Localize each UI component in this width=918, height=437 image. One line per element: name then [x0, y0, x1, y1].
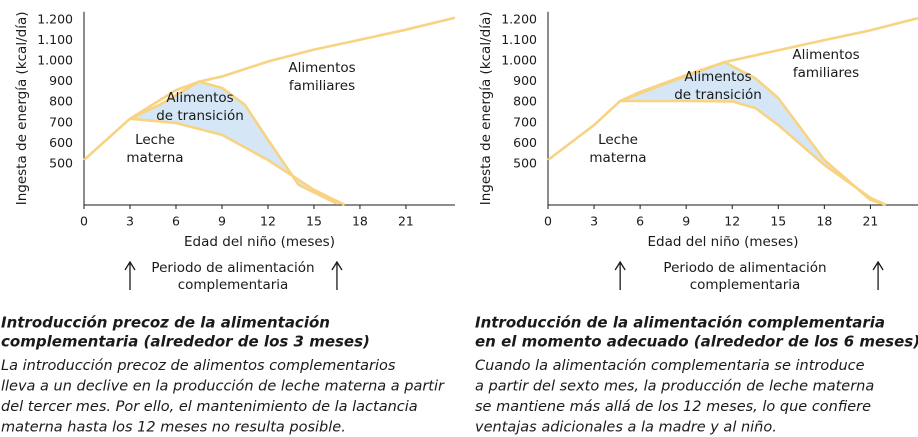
y-tick-label: 600: [513, 135, 537, 150]
region-label: familiares: [793, 65, 859, 81]
region-label: de transición: [674, 87, 762, 103]
x-axis-label: Edad del niño (meses): [648, 234, 799, 250]
y-tick-label: 500: [513, 155, 537, 170]
chart: 500 600 700 800 900 1.000 1.100 1.200 0 3 6 9 12 15 18…: [1, 12, 456, 436]
region-label: materna: [126, 150, 183, 166]
y-tick-label: 1.000: [501, 53, 537, 68]
period-label: Periodo de alimentación: [151, 260, 314, 276]
x-tick-label: 21: [862, 214, 878, 229]
caption-title: complementaria (alrededor de los 3 meses…: [1, 333, 370, 351]
caption-body: lleva a un declive en la producción de l…: [1, 379, 445, 395]
y-tick-label: 700: [513, 114, 537, 129]
y-tick-label: 800: [513, 94, 537, 109]
region-label: de transición: [156, 108, 244, 124]
region-label: familiares: [289, 78, 355, 94]
y-tick-label: 1.100: [37, 32, 73, 47]
y-tick-label: 900: [49, 73, 73, 88]
caption-body: se mantiene más allá de los 12 meses, lo…: [475, 399, 871, 415]
caption-title: Introducción precoz de la alimentación: [1, 314, 330, 332]
x-tick-label: 18: [352, 214, 368, 229]
x-tick-label: 3: [126, 214, 134, 229]
x-tick-label: 0: [544, 214, 552, 229]
period-label: Periodo de alimentación: [663, 260, 826, 276]
caption-title: en el momento adecuado (alrededor de los…: [475, 333, 918, 351]
period-arrow: [614, 260, 626, 290]
x-axis-label: Edad del niño (meses): [184, 234, 335, 250]
caption-body: materna hasta los 12 meses no resulta po…: [1, 420, 346, 436]
y-tick-label: 700: [49, 114, 73, 129]
region-label: Alimentos: [288, 60, 355, 76]
x-tick-label: 15: [306, 214, 322, 229]
caption-title: Introducción de la alimentación compleme…: [475, 314, 885, 332]
period-arrow: [872, 260, 884, 290]
chart: 500 600 700 800 900 1.000 1.100 1.200 0 3 6 9 12 15 18…: [475, 12, 918, 436]
y-axis-label: Ingesta de energía (kcal/día): [478, 12, 494, 206]
period-arrow: [331, 260, 343, 290]
x-tick-label: 0: [80, 214, 88, 229]
x-tick-label: 21: [398, 214, 414, 229]
y-axis-label: Ingesta de energía (kcal/día): [14, 12, 30, 206]
y-tick-label: 1.000: [37, 53, 73, 68]
x-tick-label: 15: [770, 214, 786, 229]
x-tick-label: 3: [590, 214, 598, 229]
caption-body: a partir del sexto mes, la producción de…: [475, 379, 874, 395]
x-tick-label: 9: [218, 214, 226, 229]
energy-curve: [129, 117, 346, 206]
region-label: Alimentos: [792, 47, 859, 63]
period-label: complementaria: [178, 277, 289, 293]
x-tick-label: 12: [724, 214, 740, 229]
x-tick-label: 6: [636, 214, 644, 229]
x-tick-label: 6: [172, 214, 180, 229]
region-label: Alimentos: [166, 90, 233, 106]
transition-area: [620, 62, 886, 205]
y-tick-label: 1.200: [501, 12, 537, 27]
x-tick-label: 18: [816, 214, 832, 229]
region-label: Leche: [598, 132, 638, 148]
caption-body: Cuando la alimentación complementaria se…: [475, 358, 865, 374]
caption-body: ventajas adicionales a la madre y al niñ…: [475, 420, 777, 436]
y-tick-label: 900: [513, 73, 537, 88]
y-tick-label: 600: [49, 135, 73, 150]
caption-body: del tercer mes. Por ello, el mantenimien…: [1, 399, 418, 415]
region-label: materna: [589, 150, 646, 166]
period-label: complementaria: [690, 277, 801, 293]
y-tick-label: 1.100: [501, 32, 537, 47]
y-tick-label: 500: [49, 155, 73, 170]
x-tick-label: 12: [260, 214, 276, 229]
region-label: Leche: [135, 132, 175, 148]
period-arrow: [124, 260, 136, 290]
y-tick-label: 800: [49, 94, 73, 109]
x-tick-label: 9: [682, 214, 690, 229]
caption-body: La introducción precoz de alimentos comp…: [1, 358, 396, 374]
energy-curve: [620, 99, 887, 206]
region-label: Alimentos: [684, 69, 751, 85]
energy-curve: [83, 16, 456, 161]
y-tick-label: 1.200: [37, 12, 73, 27]
